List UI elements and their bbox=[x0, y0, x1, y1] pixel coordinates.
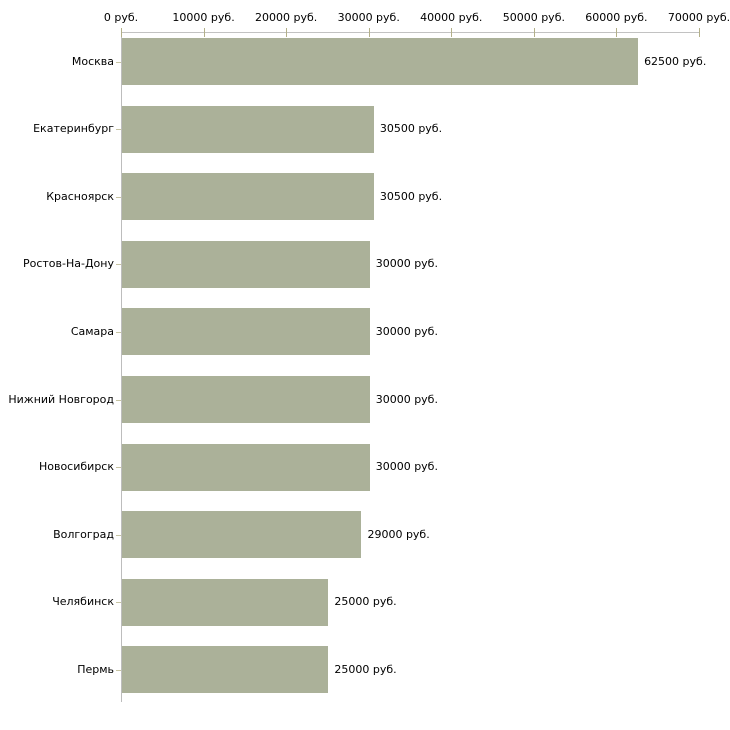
bar bbox=[122, 376, 370, 423]
x-axis-tick-label: 30000 руб. bbox=[337, 11, 400, 24]
category-label: Ростов-На-Дону bbox=[22, 257, 114, 271]
y-axis-line bbox=[121, 32, 122, 702]
category-label: Нижний Новгород bbox=[8, 392, 114, 406]
x-axis-tick bbox=[451, 28, 453, 37]
x-axis-tick bbox=[121, 28, 122, 37]
bar bbox=[122, 646, 329, 694]
category-tick bbox=[116, 534, 121, 536]
x-axis-tick bbox=[533, 28, 535, 37]
x-axis-tick bbox=[616, 28, 618, 37]
category-tick bbox=[116, 602, 121, 604]
category-tick bbox=[116, 399, 121, 401]
value-label: 29000 руб. bbox=[367, 527, 430, 541]
category-tick bbox=[116, 264, 121, 266]
x-axis-tick bbox=[699, 28, 700, 37]
value-label: 30000 руб. bbox=[375, 392, 438, 406]
category-label: Красноярск bbox=[46, 189, 114, 203]
category-label: Волгоград bbox=[53, 527, 114, 541]
category-label: Пермь bbox=[77, 662, 114, 676]
category-tick bbox=[116, 196, 121, 198]
value-label: 30500 руб. bbox=[379, 122, 443, 136]
category-tick bbox=[116, 669, 121, 671]
x-axis-tick-label: 20000 руб. bbox=[255, 11, 318, 24]
x-axis-tick-label: 0 руб. bbox=[103, 11, 139, 24]
x-axis-tick-label: 70000 руб. bbox=[667, 11, 730, 24]
bar bbox=[122, 443, 370, 491]
x-axis-tick bbox=[286, 28, 288, 37]
value-label: 30500 руб. bbox=[379, 189, 443, 203]
x-axis-tick bbox=[203, 28, 205, 37]
value-label: 30000 руб. bbox=[375, 460, 438, 474]
bar bbox=[122, 240, 370, 288]
category-label: Самара bbox=[70, 324, 114, 338]
x-axis-tick-label: 40000 руб. bbox=[420, 11, 483, 24]
bar bbox=[122, 308, 370, 356]
value-label: 25000 руб. bbox=[334, 595, 397, 609]
bar bbox=[122, 578, 329, 626]
x-axis-tick bbox=[368, 28, 370, 37]
bar bbox=[122, 105, 374, 153]
category-tick bbox=[116, 331, 121, 333]
category-label: Москва bbox=[71, 54, 114, 68]
x-axis-tick-label: 50000 руб. bbox=[502, 11, 565, 24]
category-tick bbox=[116, 61, 121, 63]
value-label: 30000 руб. bbox=[375, 257, 438, 271]
bar bbox=[122, 38, 639, 85]
value-label: 25000 руб. bbox=[334, 662, 397, 676]
x-axis-line bbox=[121, 32, 699, 33]
category-tick bbox=[116, 129, 121, 131]
category-label: Новосибирск bbox=[38, 460, 114, 474]
x-axis-tick-label: 10000 руб. bbox=[172, 11, 235, 24]
category-label: Екатеринбург bbox=[33, 122, 114, 136]
category-label: Челябинск bbox=[52, 595, 114, 609]
value-label: 62500 руб. bbox=[644, 54, 707, 68]
bar bbox=[122, 173, 374, 221]
x-axis-tick-label: 60000 руб. bbox=[585, 11, 648, 24]
category-tick bbox=[116, 467, 121, 469]
value-label: 30000 руб. bbox=[375, 324, 438, 338]
bar bbox=[122, 511, 362, 559]
